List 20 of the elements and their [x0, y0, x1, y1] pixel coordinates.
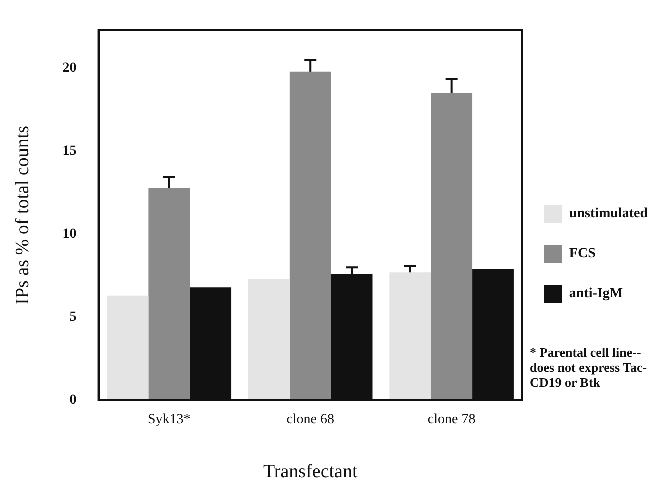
y-tick-label: 5: [70, 310, 77, 326]
y-tick-label: 15: [62, 144, 77, 160]
y-axis-title: IPs as % of total counts: [12, 126, 34, 305]
bar: [431, 93, 473, 400]
x-tick-label: clone 78: [428, 412, 476, 428]
text: * Parental cell line-- does not express Tac-CD19 or Btk: [530, 345, 648, 390]
bar: [148, 188, 190, 400]
bar: [290, 72, 332, 400]
y-tick-label: 20: [62, 61, 77, 76]
legend-label: anti-IgM: [569, 286, 624, 302]
bar: [248, 279, 290, 400]
y-tick-label: 0: [70, 393, 77, 408]
legend-label: FCS: [569, 246, 596, 262]
x-axis-title: Transfectant: [263, 462, 358, 483]
x-tick-label: Syk13*: [148, 412, 191, 428]
bar: [107, 296, 149, 400]
legend-label: unstimulated: [569, 206, 648, 222]
bar: [390, 272, 432, 400]
y-tick-label: 10: [62, 227, 77, 242]
x-tick-label: clone 68: [286, 412, 335, 428]
